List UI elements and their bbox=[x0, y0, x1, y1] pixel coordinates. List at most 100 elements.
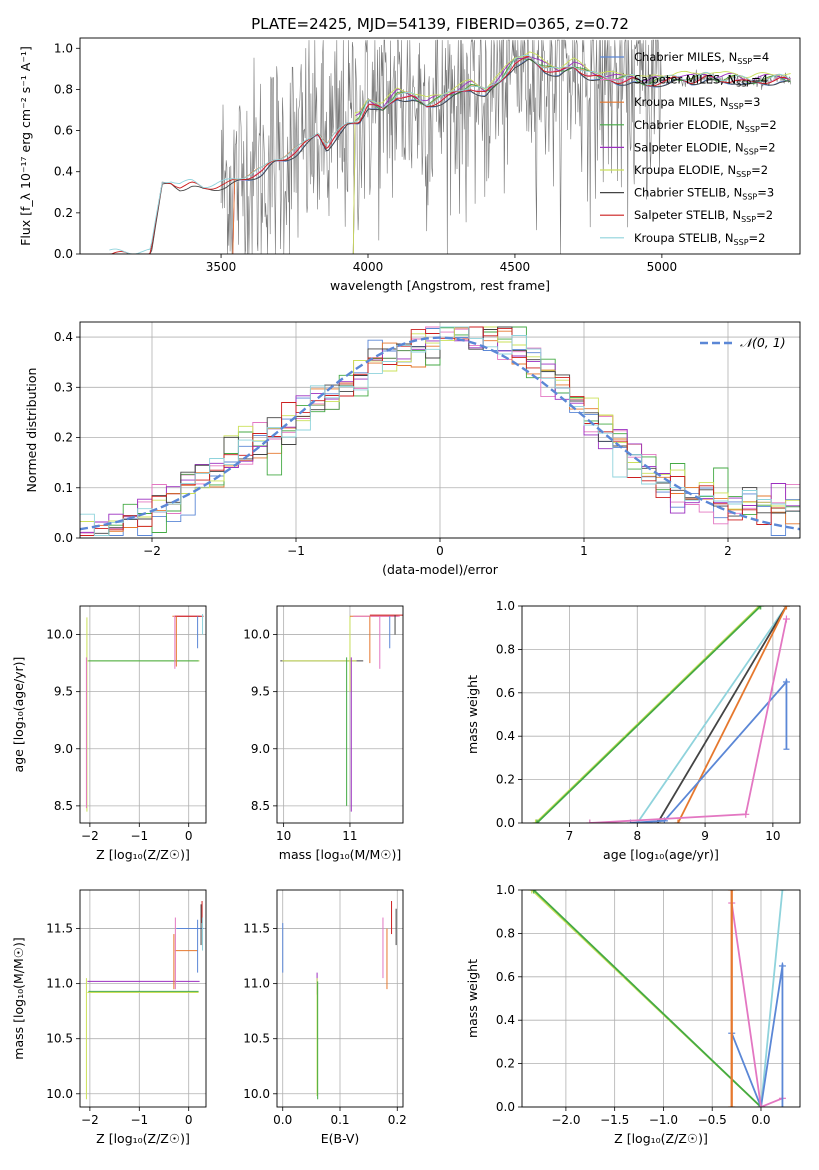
y-tick-label: 0.2 bbox=[496, 1057, 515, 1071]
legend-entry: Salpeter STELIB, NSSP=2 bbox=[634, 208, 773, 224]
axes-frame bbox=[276, 605, 404, 824]
y-tick-label: 0.6 bbox=[496, 686, 515, 700]
legend-subscript: SSP bbox=[736, 170, 751, 179]
legend-entry: Chabrier STELIB, NSSP=3 bbox=[634, 186, 774, 202]
axes: 7 8 9 10 0.0 0.2 0.4 0.6 0.8 1.0 age [log₁₀(age/yr… bbox=[465, 599, 801, 862]
figure-title: PLATE=2425, MJD=54139, FIBERID=0365, z=0… bbox=[251, 15, 629, 33]
y-axis-label: mass [log₁₀(M/M☉)] bbox=[11, 937, 26, 1059]
legend-entry: Chabrier ELODIE, NSSP=2 bbox=[634, 118, 777, 134]
plot-area bbox=[282, 901, 397, 1100]
y-tick-label: 10.0 bbox=[46, 628, 73, 642]
residual-legend: 𝒩(0, 1) bbox=[700, 335, 786, 350]
y-axis-label: mass weight bbox=[465, 959, 480, 1038]
axes-frame bbox=[79, 321, 801, 539]
legend-value: =2 bbox=[756, 208, 773, 222]
legend-subscript: SSP bbox=[741, 215, 756, 224]
x-tick-label: 0 bbox=[185, 829, 193, 843]
x-tick-label: −2 bbox=[143, 544, 161, 558]
y-axis-label: mass weight bbox=[465, 675, 480, 754]
axes: −2 −1 0 1 2 0.0 0.1 0.2 0.3 0.4 (data-model)/error… bbox=[24, 321, 801, 577]
legend-subscript: SSP bbox=[745, 125, 760, 134]
x-tick-label: −1 bbox=[130, 1113, 148, 1127]
x-axis-label: age [log₁₀(age/yr)] bbox=[603, 847, 719, 862]
y-tick-label: 1.0 bbox=[496, 599, 515, 613]
legend-value: =4 bbox=[752, 50, 769, 64]
legend-entry: Salpeter MILES, NSSP=4 bbox=[634, 73, 768, 89]
legend-entry: Chabrier MILES, NSSP=4 bbox=[634, 50, 769, 66]
x-tick-label: 0.0 bbox=[273, 1113, 292, 1127]
plot-area bbox=[109, 38, 791, 254]
legend-subscript: SSP bbox=[734, 238, 749, 247]
weight-line-chabrier-miles bbox=[730, 965, 784, 1107]
spectrum-legend: Chabrier MILES, NSSP=4 Salpeter MILES, NS… bbox=[600, 50, 777, 247]
y-axis-label: Flux [f_λ 10⁻¹⁷ erg cm⁻² s⁻¹ A⁻¹] bbox=[18, 46, 33, 246]
weight-line-chabrier-stelib bbox=[656, 606, 788, 823]
mass-vs-ebv-panel: 0.0 0.1 0.2 10.0 10.5 11.0 11.5 E(B-V) bbox=[243, 889, 407, 1146]
x-tick-label: 10 bbox=[276, 829, 291, 843]
x-tick-label: 10 bbox=[765, 829, 780, 843]
legend-subscript: SSP bbox=[729, 102, 744, 111]
y-tick-label: 9.0 bbox=[54, 742, 73, 756]
y-tick-label: 0.0 bbox=[54, 247, 73, 261]
plot-area bbox=[280, 614, 403, 812]
y-tick-label: 9.0 bbox=[251, 742, 270, 756]
legend-value: =3 bbox=[757, 186, 774, 200]
x-tick-label: 9 bbox=[701, 829, 709, 843]
legend-entry: Kroupa MILES, NSSP=3 bbox=[634, 95, 760, 111]
y-tick-label: 11.0 bbox=[46, 977, 73, 991]
y-tick-label: 0.6 bbox=[496, 970, 515, 984]
y-tick-label: 0.4 bbox=[54, 330, 73, 344]
y-tick-label: 0.0 bbox=[496, 816, 515, 830]
mass-vs-metallicity-panel: −2 −1 0 10.0 10.5 11.0 11.5 Z [log₁₀(Z/Z☉)] mass… bbox=[11, 889, 207, 1146]
y-tick-label: 0.4 bbox=[496, 729, 515, 743]
y-tick-label: 8.5 bbox=[54, 799, 73, 813]
y-tick-label: 10.5 bbox=[243, 1032, 270, 1046]
plot-area bbox=[85, 613, 204, 812]
axes: −2.0 −1.5 −1.0 −0.5 0.0 0.0 0.2 0.4 0.6 0.8 1.0 Z [… bbox=[465, 883, 801, 1146]
x-tick-label: 5000 bbox=[647, 260, 678, 274]
legend-entry: Kroupa ELODIE, NSSP=2 bbox=[634, 163, 768, 179]
weight-vs-metallicity-panel: −2.0 −1.5 −1.0 −0.5 0.0 0.0 0.2 0.4 0.6 0.8 1.0 Z [… bbox=[465, 883, 801, 1146]
x-tick-label: −2 bbox=[81, 1113, 99, 1127]
axes: 10 11 8.5 9.0 9.5 10.0 mass [log₁₀(M/M☉)] bbox=[243, 605, 404, 862]
x-axis-label: (data-model)/error bbox=[382, 562, 499, 577]
x-tick-label: 0 bbox=[185, 1113, 193, 1127]
y-tick-label: 0.4 bbox=[496, 1013, 515, 1027]
y-tick-label: 0.2 bbox=[496, 773, 515, 787]
axes-frame bbox=[521, 889, 801, 1108]
axes-frame bbox=[79, 889, 207, 1108]
x-tick-label: 2 bbox=[724, 544, 732, 558]
y-tick-label: 0.1 bbox=[54, 481, 73, 495]
weight-vs-age-panel: 7 8 9 10 0.0 0.2 0.4 0.6 0.8 1.0 age [log₁₀(age/yr… bbox=[465, 599, 801, 862]
y-axis-label: age [log₁₀(age/yr)] bbox=[11, 657, 26, 773]
axes-frame bbox=[79, 37, 801, 255]
y-tick-label: 0.0 bbox=[54, 531, 73, 545]
legend-entry: Kroupa STELIB, NSSP=2 bbox=[634, 231, 765, 247]
axes: −2 −1 0 8.5 9.0 9.5 10.0 Z [log₁₀(Z/Z☉)] age [lo… bbox=[11, 605, 207, 862]
y-tick-label: 10.0 bbox=[243, 628, 270, 642]
y-axis-label: Normed distribution bbox=[24, 368, 39, 493]
x-tick-label: 0.1 bbox=[330, 1113, 349, 1127]
y-tick-label: 10.0 bbox=[243, 1087, 270, 1101]
x-tick-label: 3500 bbox=[206, 260, 237, 274]
weight-line-chabrier-elodie bbox=[533, 890, 762, 1107]
y-tick-label: 0.8 bbox=[54, 82, 73, 96]
plot-area bbox=[532, 606, 790, 823]
normal-distribution-curve bbox=[80, 336, 800, 531]
plot-area bbox=[528, 890, 786, 1107]
x-axis-label: wavelength [Angstrom, rest frame] bbox=[330, 278, 550, 293]
y-tick-label: 0.3 bbox=[54, 380, 73, 394]
age-vs-metallicity-panel: −2 −1 0 8.5 9.0 9.5 10.0 Z [log₁₀(Z/Z☉)] age [lo… bbox=[11, 605, 207, 862]
y-tick-label: 11.5 bbox=[243, 922, 270, 936]
x-axis-label: mass [log₁₀(M/M☉)] bbox=[279, 847, 401, 862]
y-tick-label: 0.8 bbox=[496, 642, 515, 656]
x-tick-label: −2.0 bbox=[551, 1113, 580, 1127]
axes: −2 −1 0 10.0 10.5 11.0 11.5 Z [log₁₀(Z/Z☉)] mass… bbox=[11, 889, 207, 1146]
x-tick-label: −1 bbox=[287, 544, 305, 558]
weight-line-kroupa-stelib bbox=[760, 890, 784, 1107]
x-axis-label: Z [log₁₀(Z/Z☉)] bbox=[96, 1131, 190, 1146]
observed-spectrum-line bbox=[220, 38, 791, 254]
x-tick-label: −1 bbox=[130, 829, 148, 843]
y-tick-label: 9.5 bbox=[54, 685, 73, 699]
